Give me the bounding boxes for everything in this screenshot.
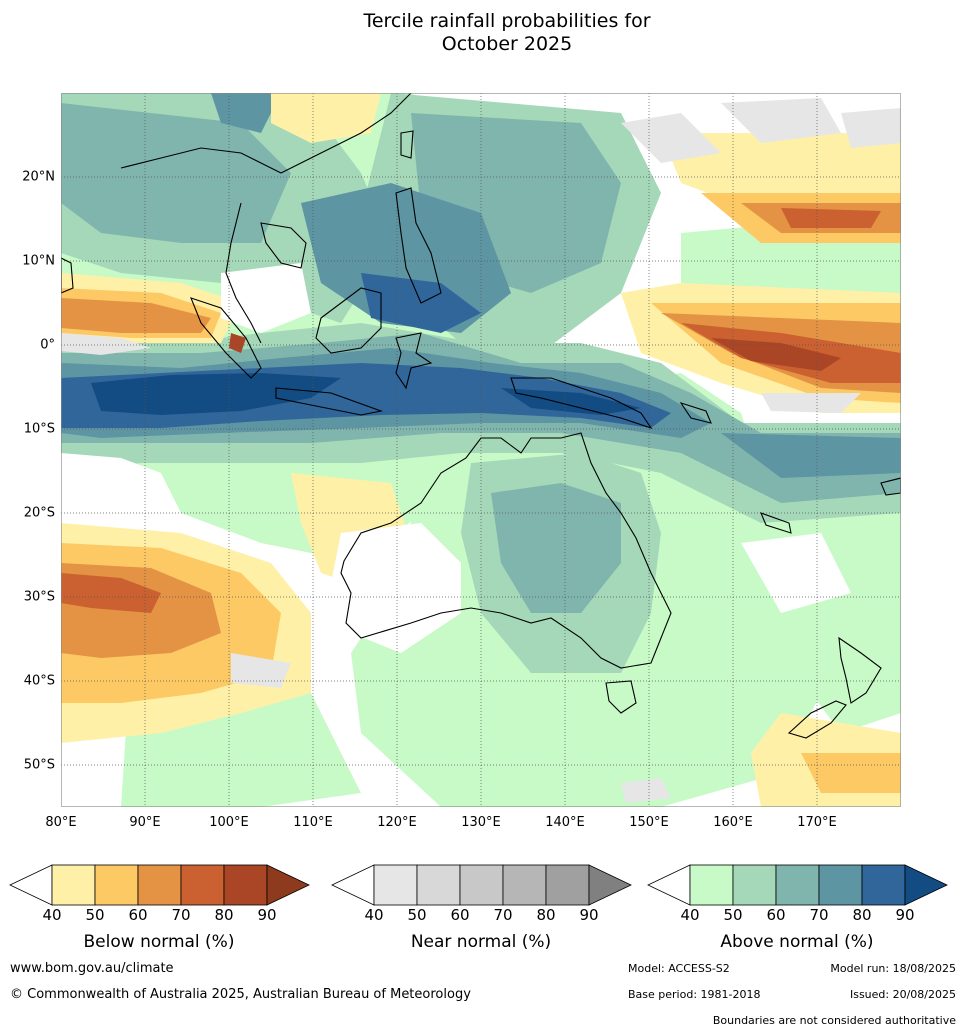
lon-label-150e: 150°E (629, 815, 669, 830)
tick-label: 70 (493, 906, 513, 924)
tick-label: 80 (852, 906, 872, 924)
tick-label: 60 (450, 906, 470, 924)
tick-label: 70 (809, 906, 829, 924)
near-normal-patches (61, 98, 901, 803)
lon-label-90e: 90°E (129, 815, 161, 830)
lat-label-20n: 20°N (22, 169, 55, 185)
tick-label: 70 (171, 906, 191, 924)
colorbar-swatch (94, 864, 139, 906)
colorbar-swatch (732, 864, 777, 906)
colorbar-swatch (775, 864, 820, 906)
philippines-coast (395, 187, 442, 304)
above-normal-dark-blue (91, 373, 641, 415)
title-line-2: October 2025 (441, 33, 573, 55)
tick-label: 40 (364, 906, 384, 924)
footer-disclaimer: Boundaries are not considered authoritat… (712, 1014, 956, 1027)
colorbar-near-title: Near normal (%) (410, 932, 552, 952)
footer-copyright: © Commonwealth of Australia 2025, Austra… (10, 987, 471, 1002)
colorbar-near-normal (331, 864, 632, 906)
no-signal-regions (61, 263, 851, 653)
lon-label-80e: 80°E (45, 815, 77, 830)
tick-label: 50 (407, 906, 427, 924)
colorbar-swatch (818, 864, 863, 906)
lat-label-20s: 20°S (23, 505, 55, 521)
colorbar-swatch (373, 864, 418, 906)
australia-coast (340, 432, 672, 669)
colorbar-swatch (861, 864, 906, 906)
tick-label: 50 (85, 906, 105, 924)
colorbar-swatch (545, 864, 590, 906)
colorbar-swatch (180, 864, 225, 906)
coastlines (61, 93, 901, 739)
tick-label: 50 (723, 906, 743, 924)
borneo-coast (315, 287, 382, 354)
colorbar-swatch (223, 864, 268, 906)
lon-label-120e: 120°E (377, 815, 417, 830)
tick-label: 80 (214, 906, 234, 924)
footer-base-period: Base period: 1981-2018 (628, 988, 761, 1001)
sri-lanka-coast (61, 257, 74, 294)
colorbar-extend-high (904, 864, 948, 906)
colorbar-swatch (416, 864, 461, 906)
tick-label: 60 (128, 906, 148, 924)
colorbar-below-swatches (9, 864, 310, 906)
colorbar-above-normal (647, 864, 948, 906)
title-line-1: Tercile rainfall probabilities for (363, 10, 651, 32)
colorbar-swatch (502, 864, 547, 906)
lon-label-140e: 140°E (545, 815, 585, 830)
sulawesi-coast (395, 332, 433, 390)
lat-label-10n: 10°N (22, 253, 55, 269)
lat-label-30s: 30°S (23, 589, 55, 605)
probability-map (61, 93, 901, 807)
tick-label: 40 (680, 906, 700, 924)
colorbar-swatch (137, 864, 182, 906)
colorbar-swatch (459, 864, 504, 906)
new-zealand-south (787, 700, 847, 739)
tick-label: 60 (766, 906, 786, 924)
colorbar-swatch (689, 864, 734, 906)
tick-label: 80 (536, 906, 556, 924)
lon-label-160e: 160°E (713, 815, 753, 830)
taiwan-coast (400, 130, 414, 159)
footer-url[interactable]: www.bom.gov.au/climate (10, 961, 174, 976)
lat-label-50s: 50°S (23, 757, 55, 773)
new-zealand-north (838, 636, 882, 704)
lat-label-40s: 40°S (23, 673, 55, 689)
lat-label-10s: 10°S (23, 421, 55, 437)
map-title: Tercile rainfall probabilities for Octob… (0, 10, 965, 56)
tick-label: 90 (895, 906, 915, 924)
below-normal-darkest (229, 333, 841, 371)
colorbar-near-swatches (331, 864, 632, 906)
tasmania-coast (605, 680, 637, 714)
colorbar-extend-low (9, 864, 53, 906)
colorbar-extend-high (588, 864, 632, 906)
colorbar-extend-low (647, 864, 691, 906)
tick-label: 40 (42, 906, 62, 924)
lon-label-100e: 100°E (209, 815, 249, 830)
colorbar-below-title: Below normal (%) (83, 932, 235, 952)
colorbar-extend-low (331, 864, 375, 906)
colorbar-extend-high (266, 864, 310, 906)
lat-label-equator: 0° (40, 337, 55, 353)
graticule (61, 93, 901, 807)
lon-label-170e: 170°E (797, 815, 837, 830)
lon-label-110e: 110°E (293, 815, 333, 830)
java-coast (275, 387, 384, 416)
map-canvas (61, 93, 901, 807)
colorbar-above-swatches (647, 864, 948, 906)
colorbar-above-title: Above normal (%) (720, 932, 874, 952)
mainland-asia-coast (120, 93, 412, 344)
lon-label-130e: 130°E (461, 815, 501, 830)
footer-model: Model: ACCESS-S2 (628, 962, 730, 975)
footer-model-run: Model run: 18/08/2025 (830, 962, 956, 975)
sumatra-coast (190, 297, 262, 379)
colorbar-below-normal (9, 864, 310, 906)
colorbar-swatch (51, 864, 96, 906)
tick-label: 90 (579, 906, 599, 924)
tick-label: 90 (257, 906, 277, 924)
new-guinea-coast (510, 377, 653, 430)
footer-issued: Issued: 20/08/2025 (849, 988, 956, 1001)
